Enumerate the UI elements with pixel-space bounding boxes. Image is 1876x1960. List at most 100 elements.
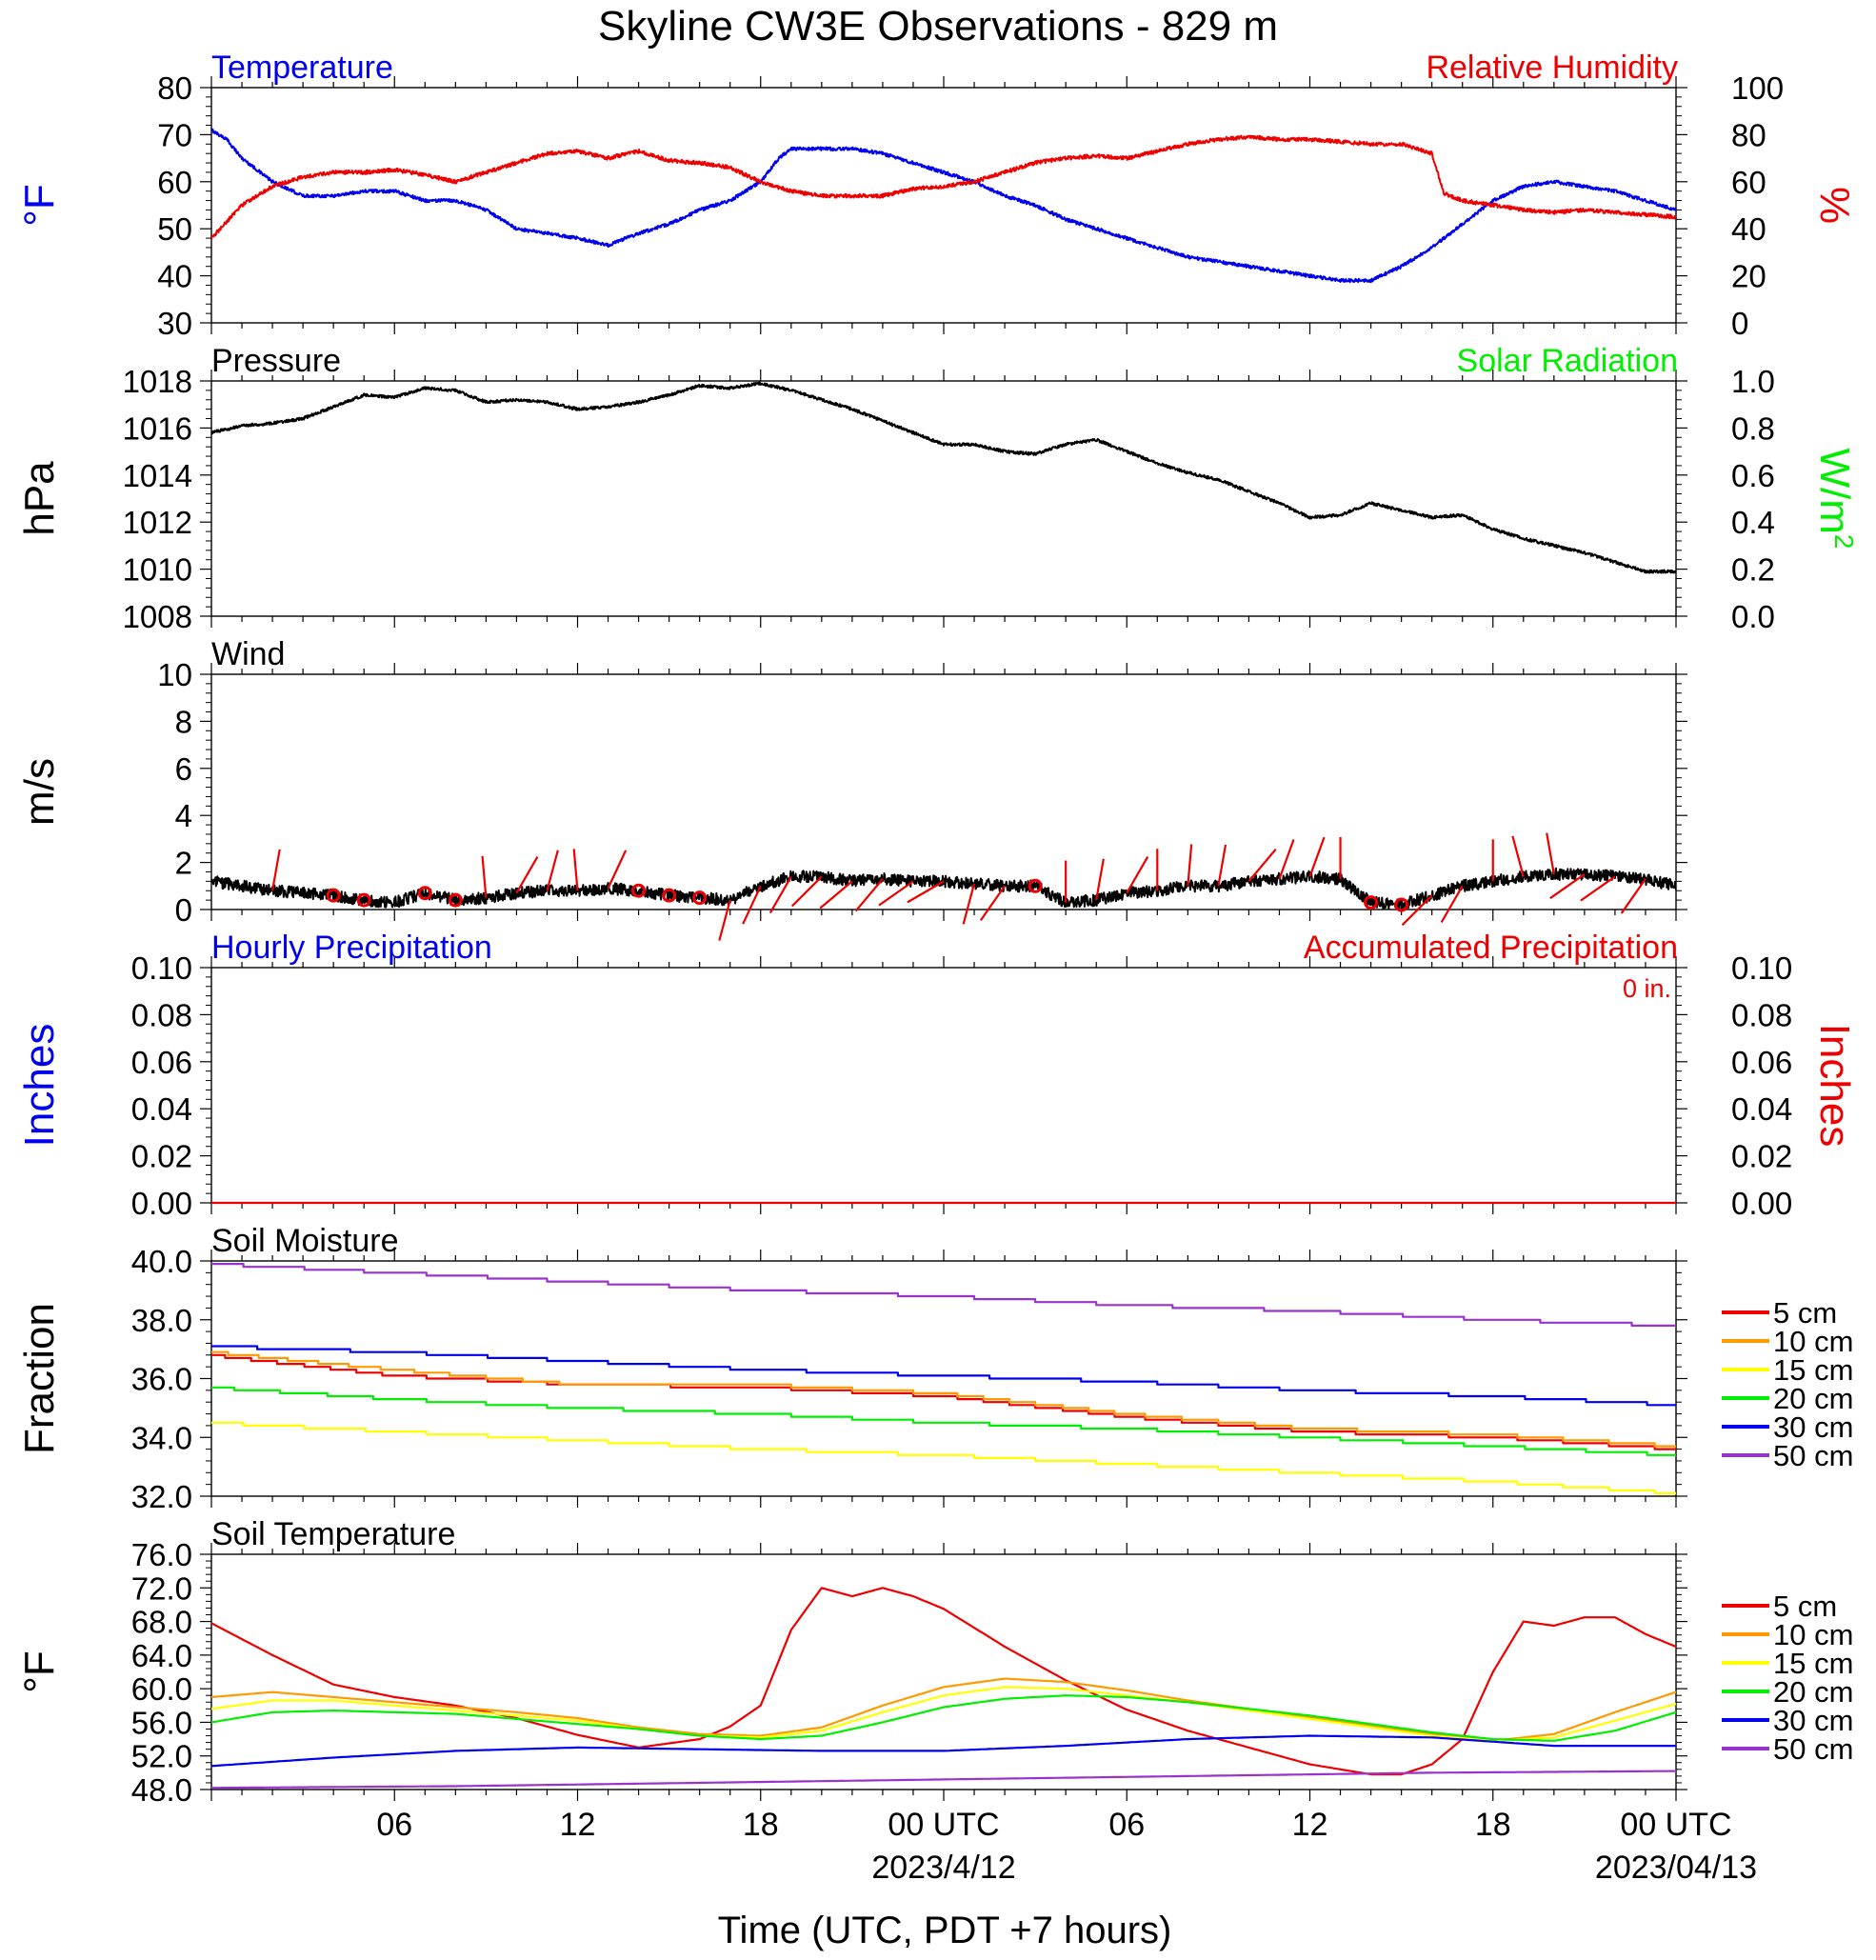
y-tick-label: 1012 xyxy=(123,505,192,540)
panel-title-left: Temperature xyxy=(211,50,393,86)
legend-label: 10 cm xyxy=(1773,1618,1853,1651)
y-axis-label-right-text: % xyxy=(1811,187,1858,224)
y-axis-label-right: Inches xyxy=(1811,1024,1858,1148)
panel-frame xyxy=(210,87,1677,324)
x-date-label: 2023/4/12 xyxy=(871,1850,1015,1886)
y-tick-label: 80 xyxy=(157,70,192,106)
y-tick-label: 40.0 xyxy=(131,1244,192,1279)
panel-title-left: Hourly Precipitation xyxy=(211,930,492,966)
y-axis-label: °F xyxy=(16,184,63,226)
y-axis-label-right: W/m2 xyxy=(1811,449,1860,550)
panel-title-left: Wind xyxy=(211,636,285,672)
y-tick-label: 30 xyxy=(157,306,192,341)
y-axis-right: 0 20 40 60 80 100 xyxy=(1731,70,1784,341)
legend-label: 10 cm xyxy=(1773,1325,1853,1358)
y-tick-label: 64.0 xyxy=(131,1638,192,1673)
y-tick-label: 60 xyxy=(157,165,192,200)
x-tick-label: 06 xyxy=(376,1807,412,1843)
y-right-tick-label: 20 xyxy=(1731,259,1766,294)
calm-wind-marker xyxy=(448,892,463,908)
y-right-tick-label: 0.6 xyxy=(1731,458,1775,493)
y-axis-label: °F xyxy=(16,1650,63,1692)
calm-wind-marker xyxy=(356,892,371,908)
series-line-2 xyxy=(211,1350,1676,1448)
wind-barb xyxy=(718,899,731,941)
series-line-5 xyxy=(211,1345,1676,1407)
wind-barb xyxy=(1217,844,1227,887)
series-line-1 xyxy=(211,1587,1676,1776)
panel-4: 0.00 0.02 0.04 0.06 0.08 0.10 0.00 0.02 0.04 0.06… xyxy=(16,930,1858,1221)
y-tick-label: 0.06 xyxy=(131,1045,192,1080)
wind-barb xyxy=(742,885,762,925)
x-tick-label: 18 xyxy=(743,1807,779,1843)
y-right-tick-label: 40 xyxy=(1731,211,1766,247)
legend-label: 20 cm xyxy=(1773,1382,1853,1415)
series-line-1 xyxy=(211,128,1676,284)
y-tick-label: 40 xyxy=(157,259,192,294)
y-tick-label: 50 xyxy=(157,211,192,247)
y-tick-label: 0.00 xyxy=(131,1186,192,1221)
y-tick-label: 72.0 xyxy=(131,1570,192,1606)
y-tick-label: 1008 xyxy=(123,599,192,634)
y-tick-label: 68.0 xyxy=(131,1605,192,1640)
panel-title-left: Soil Temperature xyxy=(211,1516,455,1552)
y-right-tick-label: 0.0 xyxy=(1731,599,1775,634)
x-tick-marks xyxy=(210,663,1677,921)
series-line-1 xyxy=(211,1353,1676,1450)
y-right-tick-label: 0.2 xyxy=(1731,552,1775,588)
wind-barb xyxy=(1126,856,1149,894)
calm-wind-marker xyxy=(417,886,432,901)
y-axis-label-right-text: Inches xyxy=(1811,1024,1858,1148)
series-group xyxy=(211,381,1676,574)
y-axis-label: Inches xyxy=(16,1024,63,1148)
y-axis-left: 30 40 50 60 70 80 xyxy=(157,70,1687,341)
y-tick-label: 76.0 xyxy=(131,1537,192,1572)
y-right-tick-label: 80 xyxy=(1731,117,1766,152)
y-axis-left: 0 2 4 6 8 10 xyxy=(157,657,1687,928)
calm-wind-marker xyxy=(326,888,341,903)
calm-wind-marker xyxy=(692,890,708,906)
wind-barb xyxy=(515,856,539,894)
panel-title-left: Soil Moisture xyxy=(211,1223,399,1259)
y-right-tick-label: 0.4 xyxy=(1731,505,1775,540)
calm-wind-marker xyxy=(1364,895,1379,910)
legend-label: 30 cm xyxy=(1773,1704,1853,1737)
y-tick-label: 1014 xyxy=(123,458,192,493)
series-group xyxy=(211,1587,1676,1790)
wind-barb xyxy=(962,883,976,925)
x-date-label: 2023/04/13 xyxy=(1595,1850,1757,1886)
wind-barb xyxy=(1187,844,1193,887)
wind-barb xyxy=(768,875,792,914)
x-tick-label: 12 xyxy=(560,1807,596,1843)
y-tick-label: 1010 xyxy=(123,552,192,588)
x-tick-marks xyxy=(210,1250,1677,1508)
calm-wind-marker xyxy=(662,888,677,903)
series-line-1 xyxy=(211,867,1676,910)
y-axis-left: 48.052.056.060.064.068.072.076.0 xyxy=(131,1537,1687,1808)
x-tick-label: 00 UTC xyxy=(1620,1807,1731,1843)
series-line-1 xyxy=(211,381,1676,574)
legend-label: 15 cm xyxy=(1773,1647,1853,1680)
legend-label: 20 cm xyxy=(1773,1675,1853,1709)
y-axis-left: 32.0 34.0 36.0 38.0 40.0 xyxy=(131,1244,1687,1514)
y-tick-label: 70 xyxy=(157,117,192,152)
panel-5: 32.0 34.0 36.0 38.0 40.0 Fraction Soil Moistur… xyxy=(16,1223,1853,1514)
panel-frame xyxy=(210,380,1677,617)
series-line-2 xyxy=(211,1677,1676,1742)
series-line-6 xyxy=(211,1263,1676,1327)
y-tick-label: 4 xyxy=(175,798,192,833)
x-tick-marks xyxy=(210,956,1677,1214)
series-line-4 xyxy=(211,1386,1676,1456)
series-group xyxy=(211,1263,1676,1494)
wind-barb xyxy=(546,850,559,891)
y-tick-label: 6 xyxy=(175,751,192,787)
time-axis: 06 12 18 00 UTC 2023/4/12 06 12 18 00 UTC 2023/04… xyxy=(376,1807,1757,1886)
wind-barb xyxy=(1549,873,1586,900)
wind-barb xyxy=(1620,878,1646,914)
y-tick-label: 34.0 xyxy=(131,1420,192,1455)
x-tick-marks xyxy=(210,1543,1677,1801)
x-tick-marks xyxy=(210,370,1677,628)
wind-barb xyxy=(1580,875,1616,902)
y-axis-label-right-sup: 2 xyxy=(1830,534,1860,550)
